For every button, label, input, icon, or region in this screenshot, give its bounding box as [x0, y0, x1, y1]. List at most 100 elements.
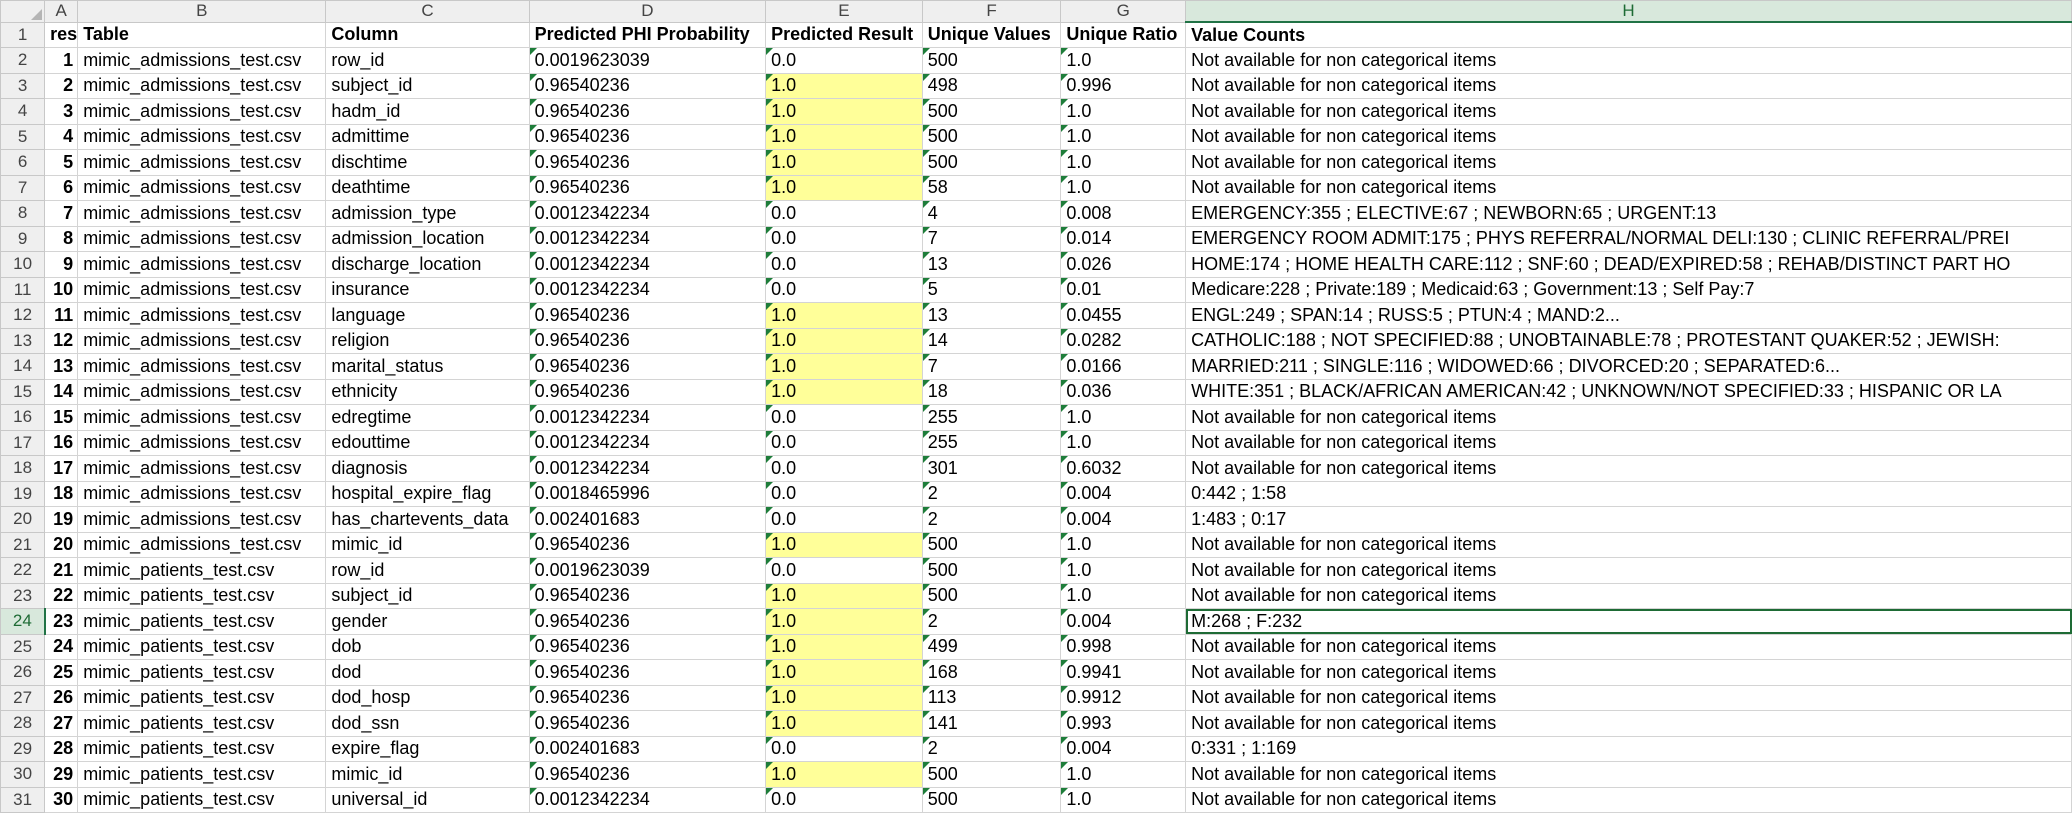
cell-g[interactable]: 1.0: [1060, 123, 1187, 150]
cell-d[interactable]: 0.96540236: [528, 174, 767, 201]
cell-b[interactable]: mimic_admissions_test.csv: [77, 327, 327, 354]
cell-f[interactable]: 113: [921, 684, 1062, 711]
header-cell-f[interactable]: Unique Values: [921, 21, 1062, 48]
cell-h[interactable]: Not available for non categorical items: [1185, 684, 2072, 711]
cell-e[interactable]: 0.0: [765, 404, 923, 431]
cell-d[interactable]: 0.96540236: [528, 684, 767, 711]
cell-g[interactable]: 1.0: [1060, 404, 1187, 431]
cell-f[interactable]: 500: [921, 47, 1062, 74]
cell-e[interactable]: 1.0: [765, 378, 923, 405]
cell-g[interactable]: 0.998: [1060, 633, 1187, 660]
cell-c[interactable]: subject_id: [325, 72, 530, 99]
row-number[interactable]: 25: [0, 633, 46, 660]
cell-g[interactable]: 0.026: [1060, 251, 1187, 278]
cell-f[interactable]: 255: [921, 404, 1062, 431]
cell-b[interactable]: mimic_patients_test.csv: [77, 761, 327, 788]
cell-b[interactable]: mimic_admissions_test.csv: [77, 378, 327, 405]
cell-b[interactable]: mimic_admissions_test.csv: [77, 98, 327, 125]
cell-f[interactable]: 500: [921, 149, 1062, 176]
row-number[interactable]: 16: [0, 404, 46, 431]
cell-e[interactable]: 1.0: [765, 302, 923, 329]
row-number[interactable]: 23: [0, 582, 46, 609]
cell-e[interactable]: 1.0: [765, 633, 923, 660]
cell-e[interactable]: 1.0: [765, 353, 923, 380]
cell-e[interactable]: 1.0: [765, 123, 923, 150]
cell-e[interactable]: 0.0: [765, 200, 923, 227]
cell-h[interactable]: Medicare:228 ; Private:189 ; Medicaid:63…: [1185, 276, 2072, 303]
cell-d[interactable]: 0.96540236: [528, 710, 767, 737]
cell-f[interactable]: 499: [921, 633, 1062, 660]
cell-a[interactable]: 27: [44, 710, 79, 737]
cell-b[interactable]: mimic_admissions_test.csv: [77, 506, 327, 533]
cell-a[interactable]: 18: [44, 480, 79, 507]
cell-g[interactable]: 1.0: [1060, 761, 1187, 788]
cell-c[interactable]: discharge_location: [325, 251, 530, 278]
cell-c[interactable]: admission_location: [325, 225, 530, 252]
column-header-b[interactable]: B: [77, 0, 327, 23]
cell-e[interactable]: 0.0: [765, 276, 923, 303]
cell-d[interactable]: 0.0012342234: [528, 251, 767, 278]
cell-h[interactable]: Not available for non categorical items: [1185, 582, 2072, 609]
header-cell-b[interactable]: Table: [77, 21, 327, 48]
header-cell-a[interactable]: res: [44, 21, 79, 48]
row-number[interactable]: 4: [0, 98, 46, 125]
row-number[interactable]: 31: [0, 786, 46, 813]
column-header-h[interactable]: H: [1185, 0, 2072, 23]
cell-h[interactable]: 0:331 ; 1:169: [1185, 735, 2072, 762]
cell-g[interactable]: 0.0455: [1060, 302, 1187, 329]
cell-f[interactable]: 14: [921, 327, 1062, 354]
cell-c[interactable]: marital_status: [325, 353, 530, 380]
cell-e[interactable]: 1.0: [765, 327, 923, 354]
cell-a[interactable]: 30: [44, 786, 79, 813]
cell-a[interactable]: 9: [44, 251, 79, 278]
cell-c[interactable]: religion: [325, 327, 530, 354]
cell-d[interactable]: 0.96540236: [528, 72, 767, 99]
cell-h[interactable]: EMERGENCY ROOM ADMIT:175 ; PHYS REFERRAL…: [1185, 225, 2072, 252]
cell-g[interactable]: 1.0: [1060, 47, 1187, 74]
cell-g[interactable]: 1.0: [1060, 98, 1187, 125]
cell-e[interactable]: 0.0: [765, 480, 923, 507]
cell-c[interactable]: expire_flag: [325, 735, 530, 762]
cell-c[interactable]: has_chartevents_data: [325, 506, 530, 533]
cell-e[interactable]: 1.0: [765, 72, 923, 99]
cell-h[interactable]: WHITE:351 ; BLACK/AFRICAN AMERICAN:42 ; …: [1185, 378, 2072, 405]
cell-a[interactable]: 1: [44, 47, 79, 74]
cell-g[interactable]: 0.004: [1060, 735, 1187, 762]
cell-f[interactable]: 2: [921, 735, 1062, 762]
cell-e[interactable]: 1.0: [765, 710, 923, 737]
cell-h[interactable]: Not available for non categorical items: [1185, 531, 2072, 558]
cell-e[interactable]: 0.0: [765, 429, 923, 456]
row-number[interactable]: 24: [0, 608, 46, 635]
cell-a[interactable]: 11: [44, 302, 79, 329]
cell-e[interactable]: 1.0: [765, 582, 923, 609]
cell-f[interactable]: 500: [921, 582, 1062, 609]
cell-g[interactable]: 1.0: [1060, 582, 1187, 609]
cell-c[interactable]: dob: [325, 633, 530, 660]
cell-b[interactable]: mimic_admissions_test.csv: [77, 149, 327, 176]
cell-a[interactable]: 25: [44, 659, 79, 686]
cell-b[interactable]: mimic_patients_test.csv: [77, 710, 327, 737]
row-number[interactable]: 13: [0, 327, 46, 354]
cell-h[interactable]: CATHOLIC:188 ; NOT SPECIFIED:88 ; UNOBTA…: [1185, 327, 2072, 354]
row-number[interactable]: 3: [0, 72, 46, 99]
cell-g[interactable]: 0.004: [1060, 506, 1187, 533]
row-number[interactable]: 21: [0, 531, 46, 558]
cell-a[interactable]: 19: [44, 506, 79, 533]
cell-h[interactable]: Not available for non categorical items: [1185, 786, 2072, 813]
cell-f[interactable]: 5: [921, 276, 1062, 303]
cell-a[interactable]: 13: [44, 353, 79, 380]
row-number[interactable]: 29: [0, 735, 46, 762]
cell-e[interactable]: 0.0: [765, 455, 923, 482]
cell-h[interactable]: Not available for non categorical items: [1185, 659, 2072, 686]
cell-e[interactable]: 1.0: [765, 761, 923, 788]
cell-d[interactable]: 0.96540236: [528, 378, 767, 405]
cell-d[interactable]: 0.0012342234: [528, 225, 767, 252]
cell-a[interactable]: 15: [44, 404, 79, 431]
cell-b[interactable]: mimic_admissions_test.csv: [77, 302, 327, 329]
cell-g[interactable]: 0.0166: [1060, 353, 1187, 380]
header-cell-h[interactable]: Value Counts: [1185, 21, 2072, 48]
cell-b[interactable]: mimic_patients_test.csv: [77, 608, 327, 635]
cell-h[interactable]: Not available for non categorical items: [1185, 455, 2072, 482]
header-cell-d[interactable]: Predicted PHI Probability: [528, 21, 767, 48]
